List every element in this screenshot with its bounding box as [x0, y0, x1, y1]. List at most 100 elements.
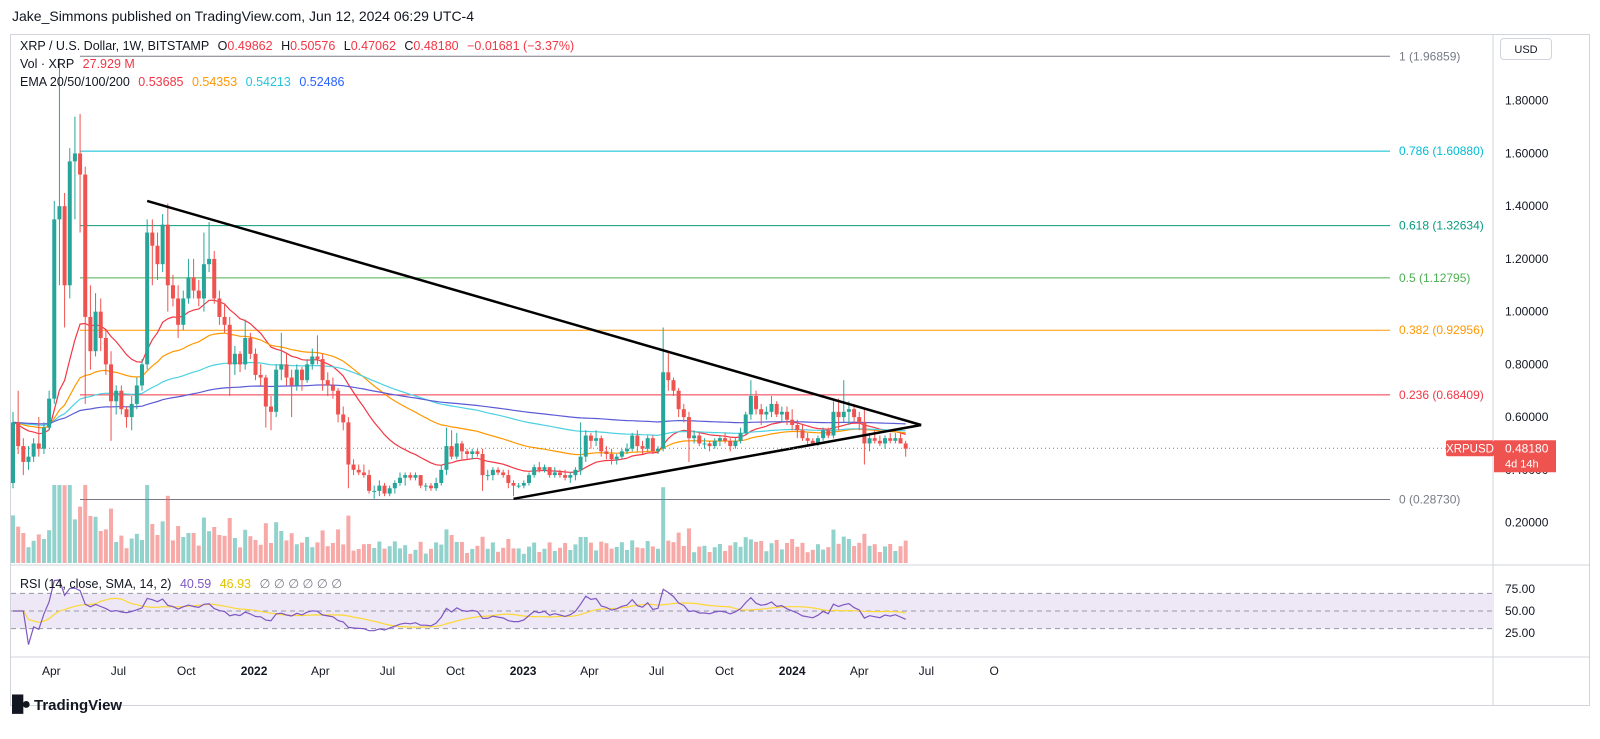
candle-body: [124, 409, 129, 418]
candle-body: [11, 422, 15, 483]
volume-bar: [150, 524, 155, 563]
volume-bar: [537, 552, 542, 563]
candle-body: [563, 475, 568, 478]
candle-body: [140, 364, 144, 386]
volume-bar: [114, 542, 119, 563]
volume-bar: [588, 542, 593, 563]
candle-body: [656, 448, 660, 452]
candle-body: [248, 338, 253, 354]
fib-level-label: 0 (0.28730): [1399, 493, 1460, 507]
candle-body: [640, 446, 645, 449]
volume-bar: [418, 541, 423, 563]
candle-body: [893, 438, 898, 441]
open-label: O: [217, 39, 228, 53]
candle-body: [707, 443, 712, 447]
candle-body: [382, 485, 387, 494]
time-tick-label: 2022: [241, 664, 268, 678]
fib-level-label: 0.618 (1.32634): [1399, 219, 1484, 233]
volume-bar: [883, 546, 888, 563]
volume-bar: [754, 541, 759, 563]
ema100-line: [12, 361, 906, 437]
candle-body: [114, 390, 119, 402]
candle-body: [26, 456, 31, 462]
candle-body: [475, 451, 480, 454]
time-tick-label: 2024: [779, 664, 806, 678]
volume-bar: [552, 551, 557, 563]
fib-level-label: 0.5 (1.12795): [1399, 271, 1470, 285]
close-label: C: [404, 39, 414, 53]
candle-body: [398, 477, 402, 483]
rsi-tick-label: 25.00: [1505, 626, 1535, 640]
volume-bar: [129, 538, 134, 563]
candle-body: [588, 435, 593, 441]
ema50-value: 0.54353: [191, 75, 238, 89]
candle-body: [134, 385, 139, 404]
candle-body: [269, 406, 273, 412]
volume-bar: [201, 517, 206, 563]
time-tick-label: Oct: [715, 664, 734, 678]
ema-legend: EMA 20/50/100/200 0.53685 0.54353 0.5421…: [20, 75, 350, 89]
candle-body: [516, 485, 521, 487]
volume-bar: [888, 544, 893, 563]
ema200-line: [12, 384, 906, 425]
volume-bar: [764, 551, 769, 563]
volume-bar: [506, 539, 511, 563]
triangle-trendline: [513, 423, 922, 501]
volume-bar: [867, 545, 872, 563]
candle-body: [16, 422, 21, 447]
volume-bar: [289, 533, 294, 563]
volume-bar: [810, 549, 815, 563]
candle-body: [826, 430, 831, 436]
volume-bar: [21, 533, 26, 563]
volume-bar: [196, 545, 201, 563]
volume-bar: [630, 540, 635, 563]
candle-body: [449, 446, 454, 457]
volume-bar: [521, 553, 526, 563]
volume-bar: [527, 546, 531, 563]
fib-level-label: 0.786 (1.60880): [1399, 144, 1484, 158]
volume-bar: [738, 546, 743, 563]
volume-bar: [661, 487, 666, 563]
candle-body: [428, 485, 433, 489]
volume-bar: [485, 548, 490, 563]
candle-body: [774, 403, 779, 415]
volume-bar: [769, 543, 774, 563]
tradingview-brand[interactable]: █● TradingView: [12, 696, 122, 714]
candle-body: [372, 490, 377, 492]
volume-bar: [454, 542, 459, 563]
volume-bar: [269, 543, 273, 563]
volume-bar: [614, 547, 619, 563]
price-tag: [1494, 440, 1556, 473]
volume-bar: [434, 542, 439, 563]
time-tick-label: Apr: [42, 664, 61, 678]
volume-bar: [790, 539, 795, 563]
candle-body: [57, 206, 62, 220]
price-tick-label: 1.80000: [1505, 94, 1549, 108]
volume-bar: [717, 544, 722, 563]
volume-bar: [490, 542, 495, 563]
volume-bar: [392, 541, 397, 563]
candle-body: [346, 422, 351, 465]
publisher-line: Jake_Simmons published on TradingView.co…: [12, 8, 475, 24]
currency-button[interactable]: USD: [1500, 38, 1552, 60]
candle-body: [852, 409, 857, 418]
candle-body: [521, 483, 526, 486]
candle-body: [490, 469, 495, 476]
rsi-sma-value: 46.93: [219, 577, 251, 591]
candle-body: [253, 353, 258, 375]
candle-body: [790, 419, 795, 425]
volume-bar: [88, 516, 93, 563]
candle-body: [728, 440, 733, 447]
volume-bar: [11, 515, 15, 563]
volume-bar: [294, 544, 299, 563]
candle-body: [31, 443, 36, 457]
candle-body: [67, 161, 72, 286]
volume-bar: [263, 523, 268, 563]
candle-body: [805, 438, 810, 441]
time-tick-label: Apr: [580, 664, 599, 678]
candle-body: [815, 438, 820, 444]
candle-body: [279, 364, 284, 370]
candle-body: [454, 443, 459, 457]
candle-body: [103, 338, 108, 365]
